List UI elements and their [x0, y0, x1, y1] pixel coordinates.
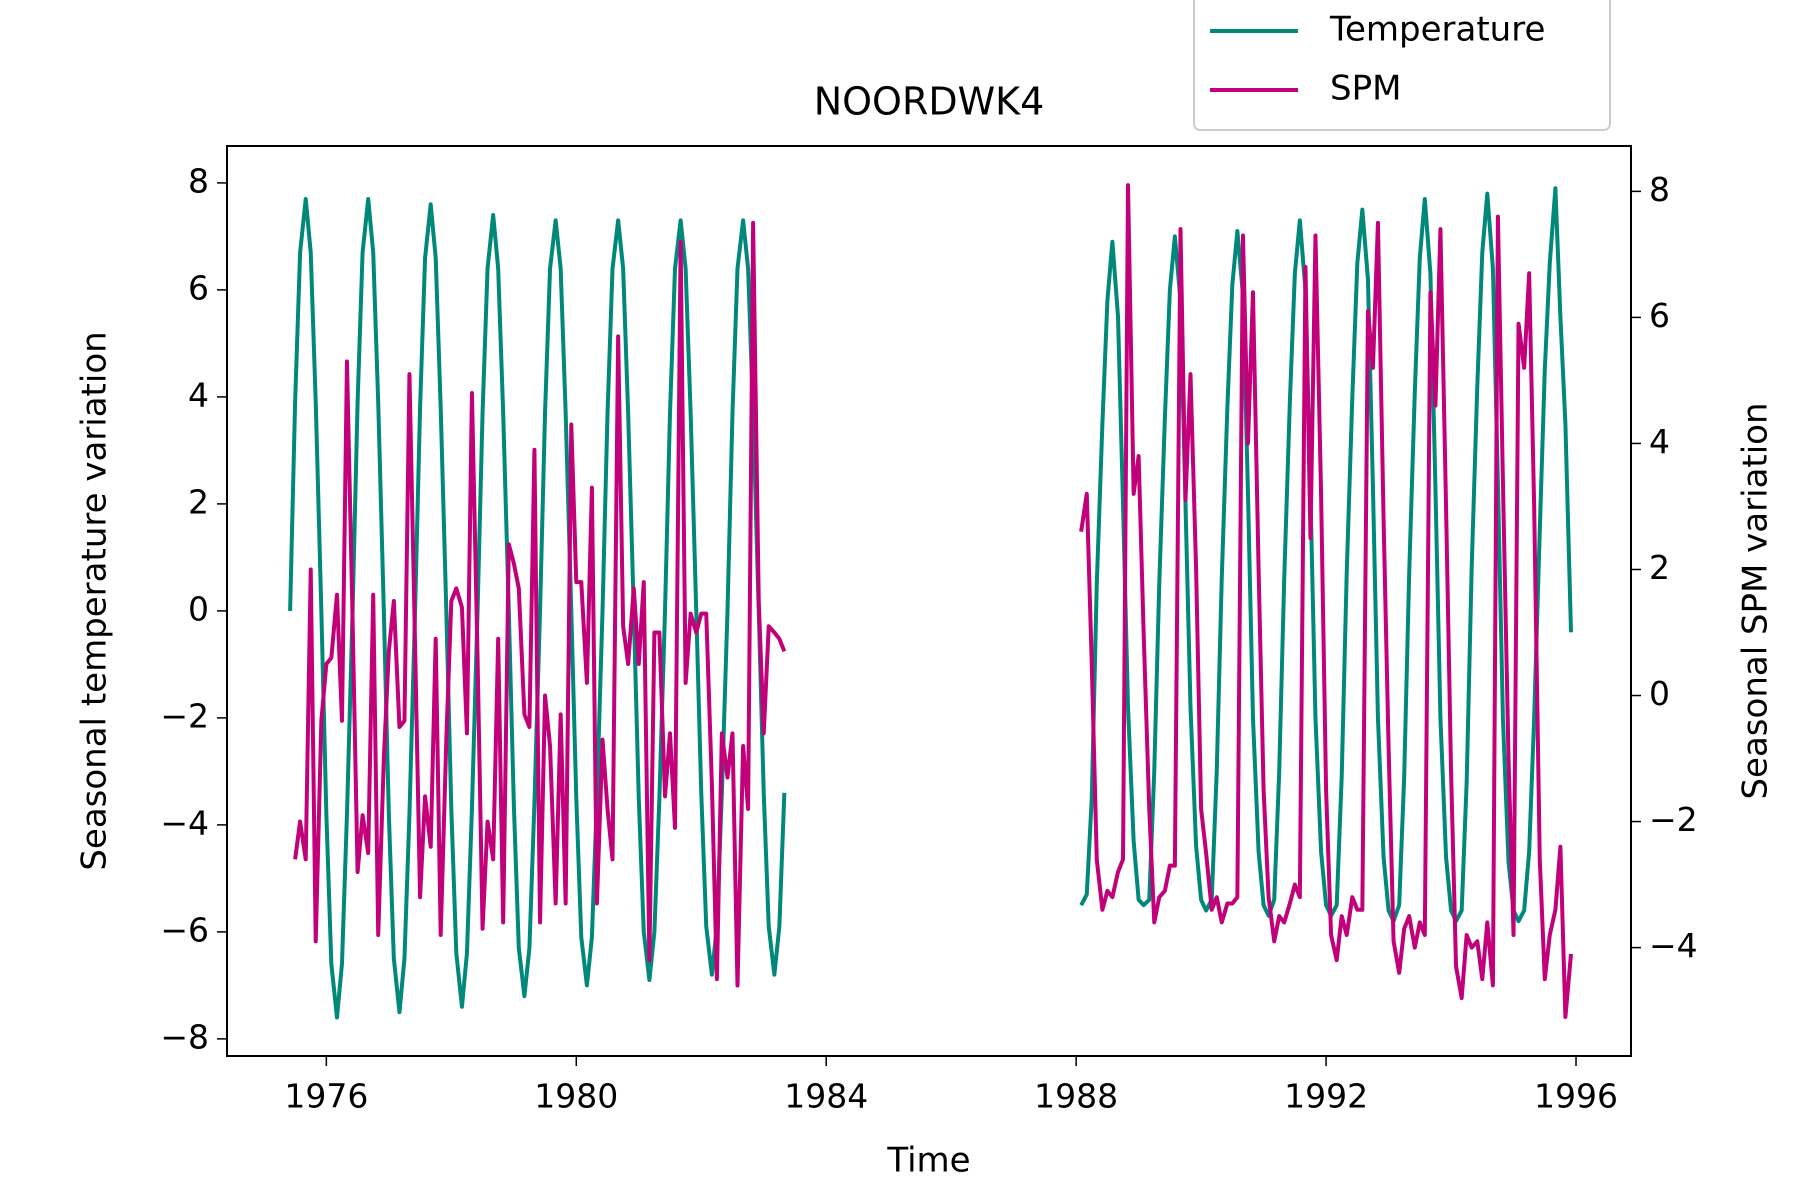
series-line	[1079, 186, 1574, 924]
series-line	[1079, 183, 1574, 1019]
x-tick-label: 1992	[1284, 1077, 1368, 1116]
x-tick-label: 1984	[784, 1077, 868, 1116]
x-axis-label: Time	[886, 1141, 970, 1181]
y2-tick-label: 0	[1649, 674, 1670, 713]
y2-tick-label: 8	[1649, 170, 1670, 209]
y-tick-label: −6	[160, 910, 209, 949]
y-tick-label: −4	[160, 803, 209, 842]
x-tick-label: 1988	[1034, 1077, 1118, 1116]
legend-box	[1193, 0, 1611, 131]
x-tick-label: 1976	[284, 1077, 368, 1116]
legend-label: SPM	[1330, 69, 1401, 109]
x-tick-label: 1980	[534, 1077, 618, 1116]
chart-title: NOORDWK4	[814, 80, 1045, 124]
y-tick-label: 8	[188, 161, 209, 200]
y-tick-label: 0	[188, 589, 209, 628]
y2-tick-label: −2	[1649, 800, 1698, 839]
y-axis-label: Seasonal temperature variation	[75, 331, 115, 870]
y2-tick-label: 2	[1649, 548, 1670, 587]
x-tick-label: 1996	[1534, 1077, 1618, 1116]
plot-frame	[226, 145, 1632, 1057]
y-tick-label: 6	[188, 268, 209, 307]
y-tick-label: 2	[188, 482, 209, 521]
y2-tick-label: −4	[1649, 926, 1698, 965]
y2-tick-label: 4	[1649, 422, 1670, 461]
y2-axis-label: Seasonal SPM variation	[1736, 402, 1776, 799]
legend-label: Temperature	[1329, 10, 1545, 50]
y-tick-label: −2	[160, 696, 209, 735]
y-tick-label: 4	[188, 375, 209, 414]
y2-tick-label: 6	[1649, 296, 1670, 335]
y-tick-label: −8	[160, 1017, 209, 1056]
series-line	[293, 220, 787, 988]
